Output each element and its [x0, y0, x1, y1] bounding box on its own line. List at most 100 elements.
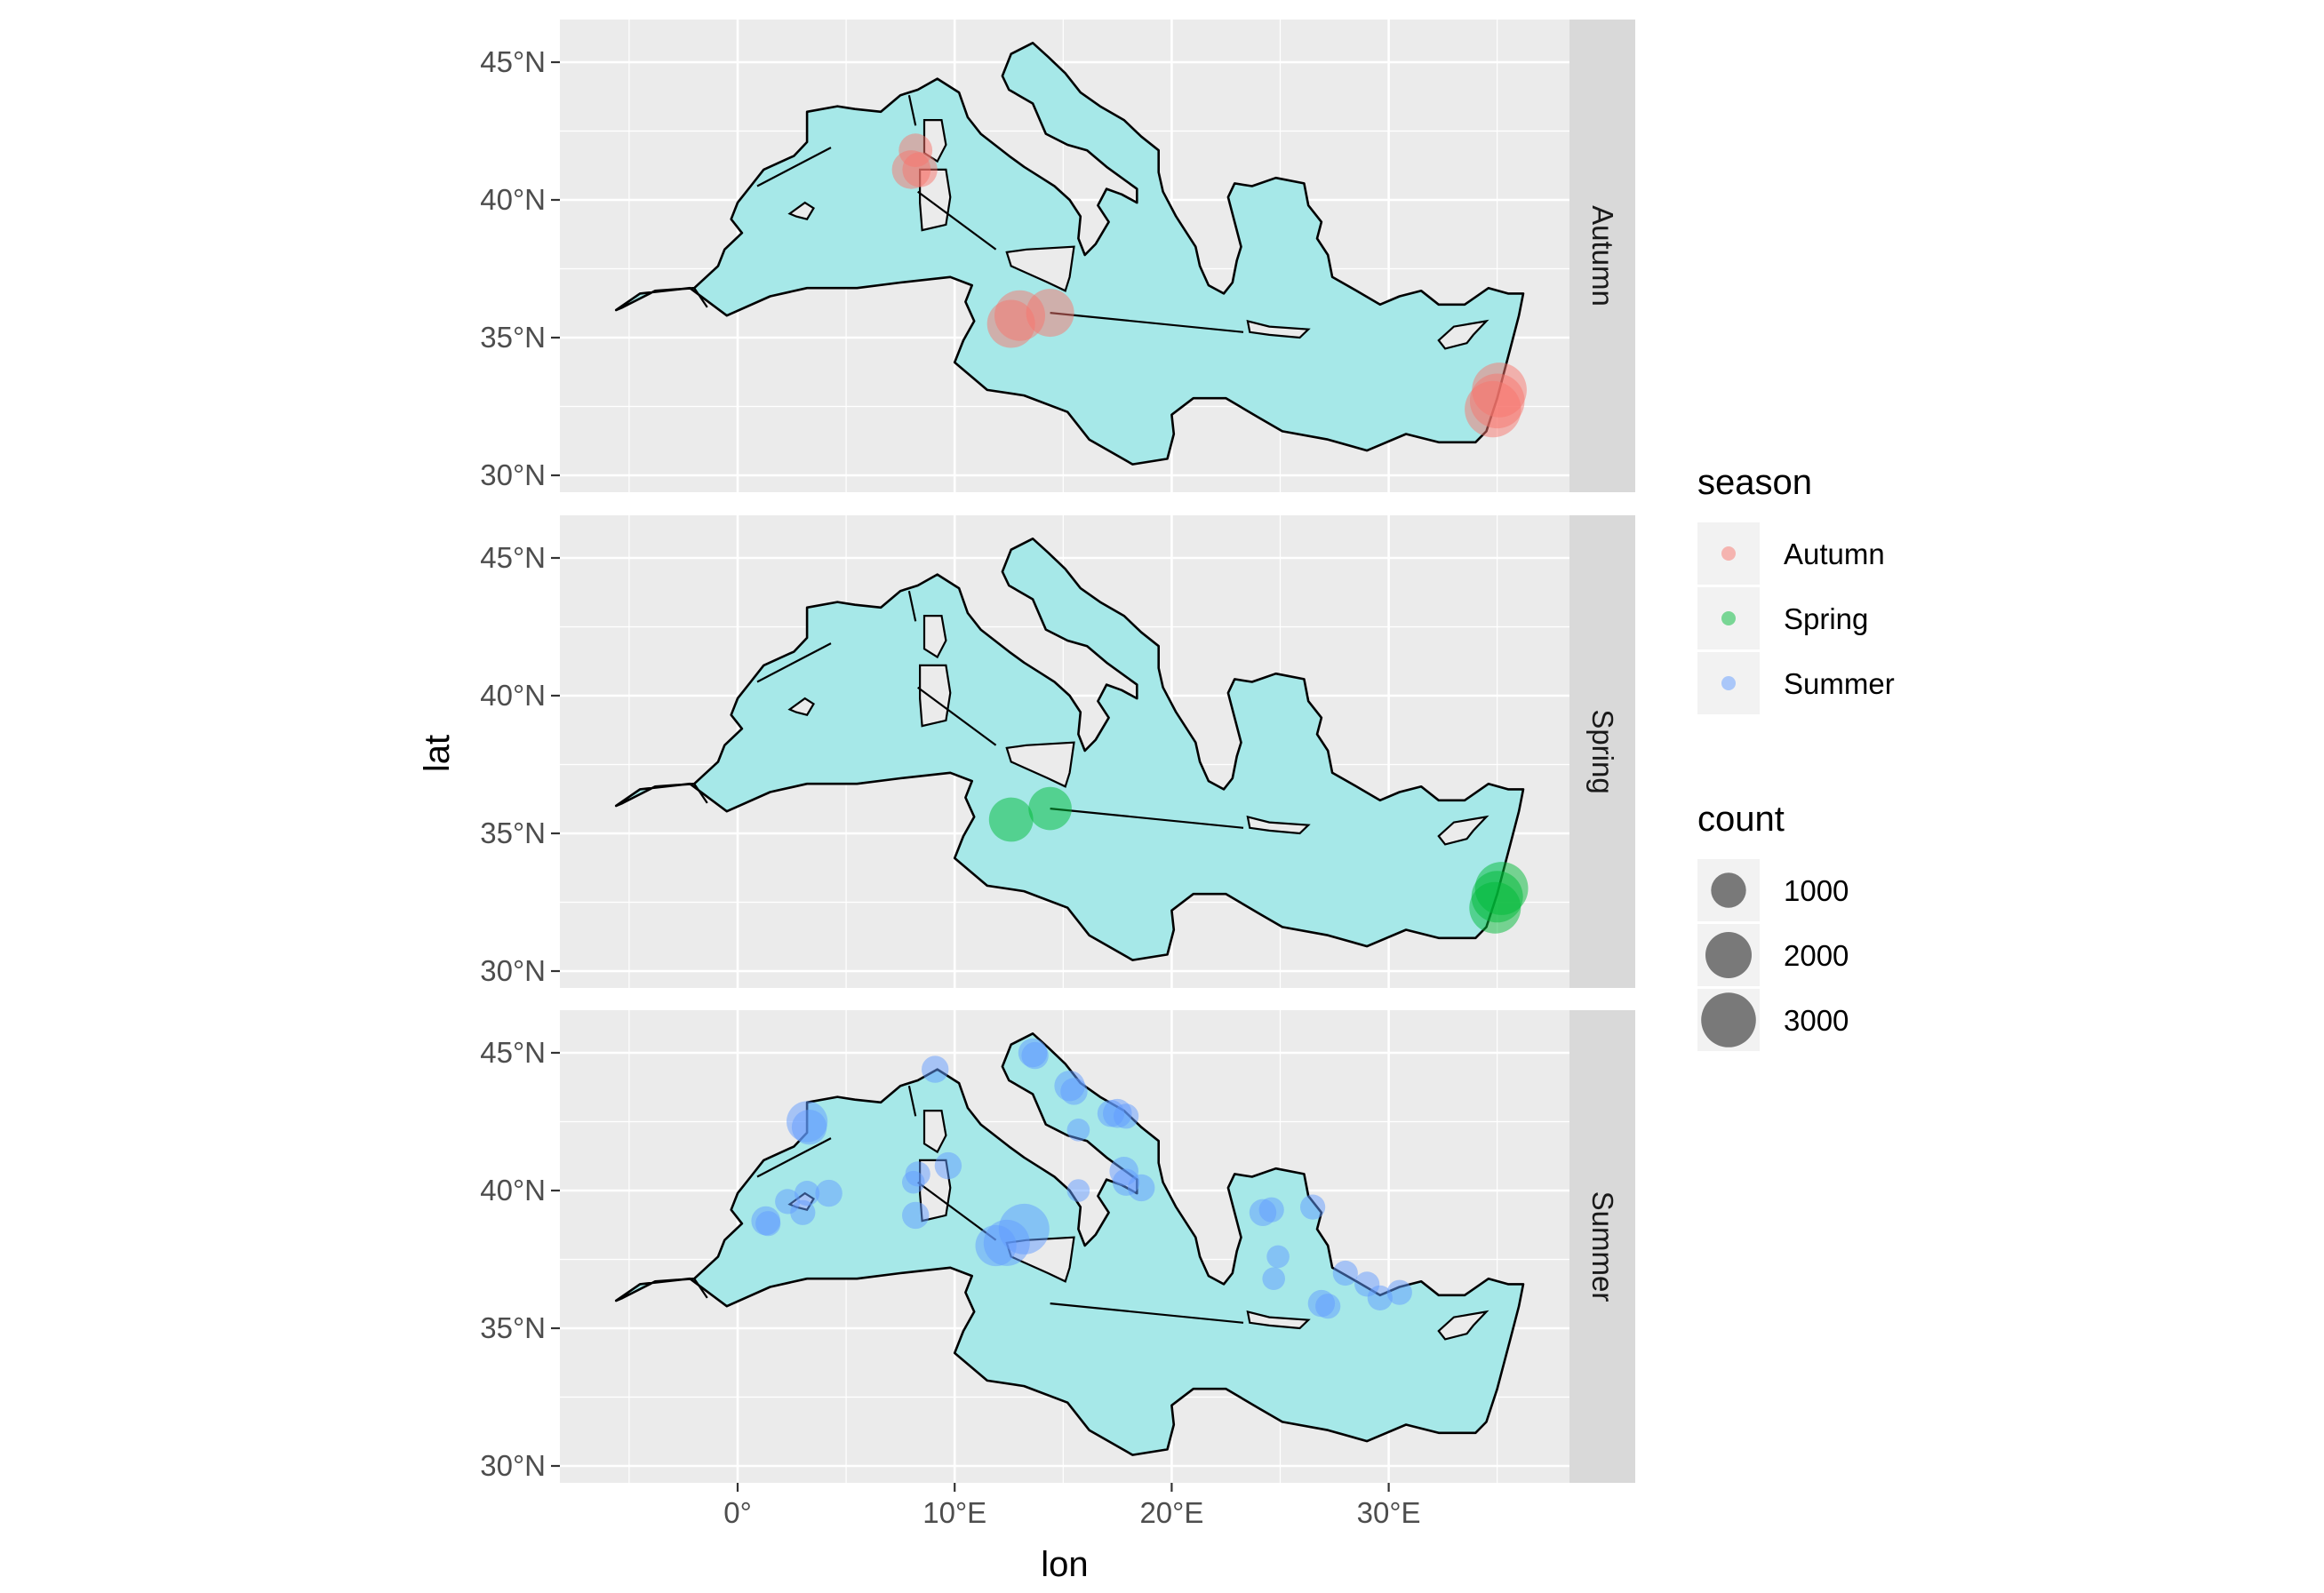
size-legend-title: count	[1697, 800, 1785, 839]
legend-size-swatch	[1711, 872, 1746, 908]
data-point	[1028, 786, 1072, 831]
y-tick-label: 40°N	[480, 679, 546, 712]
facet-strip-label: Summer	[1586, 1191, 1619, 1302]
sea-map	[614, 537, 1525, 961]
y-tick-label: 40°N	[480, 1174, 546, 1207]
data-point	[1367, 1285, 1393, 1310]
data-point	[795, 1181, 820, 1207]
facet-panel-spring: 30°N 35°N 40°N 45°N Spring	[480, 515, 1635, 988]
island-outline	[787, 697, 815, 716]
sea-region-border	[917, 686, 997, 746]
legend-key-swatch	[1721, 546, 1736, 561]
data-point	[1469, 881, 1521, 934]
x-tick-label: 0°	[723, 1496, 752, 1529]
facet-panel-autumn: 30°N 35°N 40°N 45°N Autumn	[480, 20, 1635, 492]
island-outline	[922, 614, 947, 659]
sea-region-border	[756, 642, 832, 683]
island-outline	[1437, 319, 1489, 350]
facet-panel-summer: 30°N 35°N 40°N 45°N Summer	[480, 1010, 1635, 1483]
data-point	[1021, 1041, 1049, 1070]
y-tick-label: 35°N	[480, 816, 546, 849]
facet-strip	[1569, 20, 1635, 492]
data-points	[751, 1038, 1412, 1319]
data-point	[1258, 1197, 1284, 1223]
legend-label-count: 2000	[1784, 939, 1849, 972]
sea-region-border	[1050, 1302, 1244, 1324]
sea-map	[614, 41, 1525, 466]
data-point	[1465, 380, 1521, 438]
y-tick-label: 30°N	[480, 458, 546, 491]
y-tick-label: 35°N	[480, 1311, 546, 1344]
y-axis-title-group: lat	[418, 735, 457, 772]
data-point	[1300, 1194, 1326, 1220]
y-tick-label: 45°N	[480, 1036, 546, 1069]
data-point	[922, 1055, 949, 1083]
data-points	[988, 786, 1529, 934]
legend-key-swatch	[1721, 676, 1736, 690]
data-point	[1066, 1179, 1090, 1202]
data-point	[902, 152, 938, 187]
sea-region-border	[907, 94, 917, 126]
data-point	[902, 1170, 925, 1194]
sea-region-border	[917, 190, 997, 251]
data-points	[891, 133, 1527, 438]
legend: season Autumn Spring Summer count 1000 2000 300…	[1697, 463, 1895, 1051]
data-point	[1332, 1260, 1358, 1286]
sea-region-border	[693, 287, 708, 308]
y-tick-label: 30°N	[480, 1449, 546, 1482]
legend-label-spring: Spring	[1784, 602, 1868, 635]
data-point	[1315, 1294, 1341, 1319]
sea-region-border	[1050, 312, 1244, 333]
sea-region-border	[907, 590, 917, 622]
data-point	[1060, 1078, 1088, 1105]
sea-region-border	[1050, 808, 1244, 829]
data-point	[1266, 1245, 1290, 1269]
legend-size-swatch	[1705, 932, 1752, 978]
island-outline	[787, 201, 815, 220]
facet-strip-label: Autumn	[1586, 205, 1619, 307]
y-axis-title: lat	[418, 735, 457, 772]
island-outline	[1246, 815, 1311, 835]
facet-panels: 30°N 35°N 40°N 45°N Autumn 30°N 35°N 40°N 45°N Sp…	[480, 20, 1635, 1483]
data-point	[934, 1151, 962, 1180]
legend-label-summer: Summer	[1784, 667, 1895, 700]
color-legend-title: season	[1697, 463, 1812, 502]
data-point	[815, 1179, 843, 1207]
facet-strip	[1569, 1010, 1635, 1483]
island-outline	[1437, 1310, 1489, 1341]
legend-label-count: 3000	[1784, 1004, 1849, 1037]
data-point	[901, 1201, 930, 1230]
y-tick-label: 45°N	[480, 541, 546, 574]
island-outline	[1246, 1310, 1311, 1330]
island-outline	[1246, 319, 1311, 339]
island-outline	[918, 664, 952, 728]
facet-strip	[1569, 515, 1635, 988]
island-outline	[922, 1109, 947, 1154]
data-point	[1114, 1103, 1139, 1129]
y-tick-label: 30°N	[480, 954, 546, 987]
legend-size-swatch	[1701, 992, 1756, 1047]
legend-key-swatch	[1721, 611, 1736, 625]
y-tick-label: 40°N	[480, 183, 546, 216]
data-point	[1066, 1119, 1090, 1142]
data-point	[790, 1199, 816, 1225]
island-outline	[1005, 245, 1075, 292]
sea-region-border	[756, 147, 832, 187]
data-point	[755, 1211, 781, 1237]
island-outline	[1437, 815, 1489, 846]
x-tick-label: 20°E	[1139, 1496, 1203, 1529]
data-point	[988, 797, 1034, 842]
sea-region-border	[693, 783, 708, 804]
island-outline	[1005, 741, 1075, 788]
sea-region-border	[693, 1278, 708, 1299]
x-tick-label: 10°E	[922, 1496, 986, 1529]
sea-region-border	[907, 1085, 917, 1117]
y-tick-label: 35°N	[480, 321, 546, 354]
x-tick-label: 30°E	[1357, 1496, 1421, 1529]
data-point	[975, 1224, 1017, 1267]
legend-label-count: 1000	[1784, 874, 1849, 907]
y-tick-label: 45°N	[480, 45, 546, 78]
data-point	[1262, 1267, 1285, 1290]
data-point	[1386, 1279, 1412, 1305]
